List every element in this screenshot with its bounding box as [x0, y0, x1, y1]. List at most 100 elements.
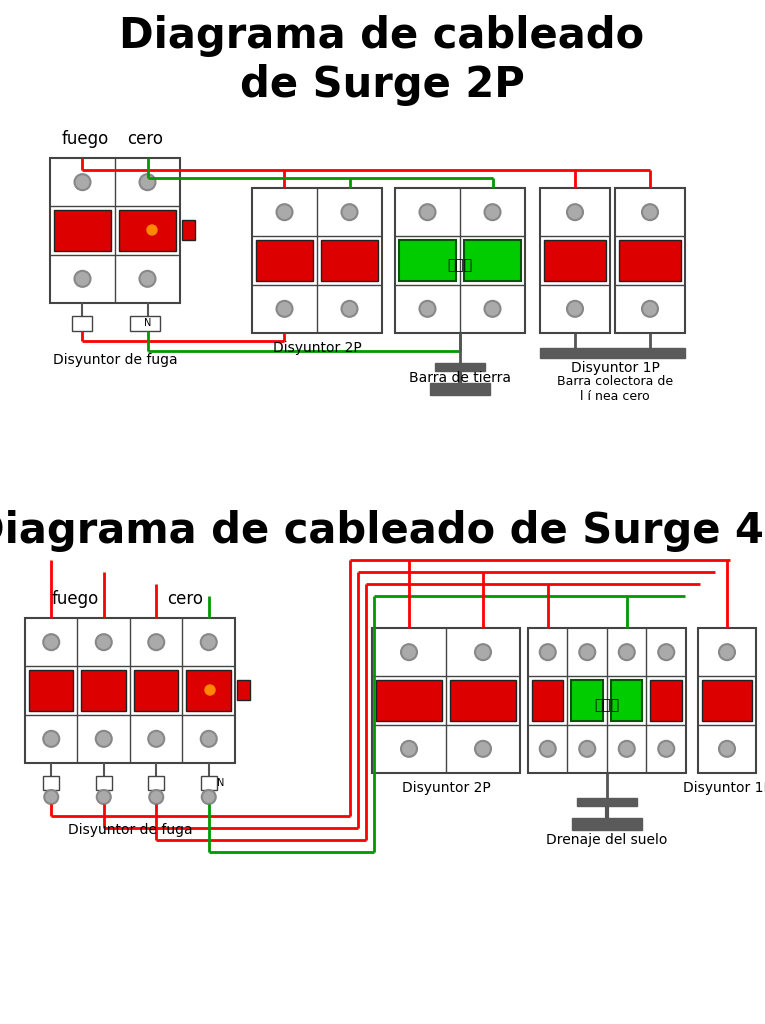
Bar: [540, 348, 685, 358]
Circle shape: [202, 790, 216, 804]
Circle shape: [200, 634, 216, 650]
Circle shape: [96, 634, 112, 650]
Bar: [577, 798, 637, 806]
Circle shape: [484, 301, 500, 316]
Text: fuego: fuego: [51, 590, 99, 608]
Text: Disyuntor 1P: Disyuntor 1P: [682, 781, 765, 795]
Circle shape: [74, 174, 90, 190]
Circle shape: [484, 204, 500, 220]
Text: Disyuntor 2P: Disyuntor 2P: [272, 341, 361, 355]
Circle shape: [44, 790, 58, 804]
Circle shape: [276, 204, 292, 220]
Bar: [571, 680, 603, 721]
Bar: [96, 776, 112, 790]
Bar: [134, 671, 178, 711]
Circle shape: [567, 301, 583, 316]
Bar: [544, 241, 606, 281]
Bar: [119, 210, 176, 251]
Bar: [82, 671, 126, 711]
Circle shape: [658, 644, 674, 660]
Circle shape: [540, 644, 555, 660]
Text: Disyuntor 2P: Disyuntor 2P: [402, 781, 490, 795]
Circle shape: [567, 204, 583, 220]
Text: N: N: [217, 778, 224, 788]
Bar: [252, 188, 382, 333]
Bar: [72, 316, 92, 331]
Circle shape: [148, 731, 164, 746]
Circle shape: [200, 731, 216, 746]
Text: fuego: fuego: [61, 130, 109, 148]
Bar: [702, 680, 752, 721]
Bar: [435, 362, 485, 371]
Bar: [182, 220, 195, 240]
Text: Disyuntor de fuga: Disyuntor de fuga: [53, 353, 177, 367]
Circle shape: [642, 301, 658, 316]
Circle shape: [719, 740, 735, 757]
Text: Diagrama de cableado de Surge 4P: Diagrama de cableado de Surge 4P: [0, 510, 765, 552]
Circle shape: [205, 685, 215, 695]
Bar: [528, 628, 686, 773]
Bar: [395, 188, 525, 333]
Circle shape: [44, 731, 59, 746]
Text: Barra de tierra: Barra de tierra: [409, 371, 511, 385]
Circle shape: [149, 790, 163, 804]
Bar: [376, 680, 442, 721]
Circle shape: [341, 204, 357, 220]
Text: Diagrama de cableado
de Surge 2P: Diagrama de cableado de Surge 2P: [119, 15, 645, 105]
Circle shape: [642, 204, 658, 220]
Bar: [450, 680, 516, 721]
Bar: [44, 776, 59, 790]
Bar: [619, 241, 681, 281]
Bar: [572, 818, 642, 830]
Circle shape: [96, 790, 111, 804]
Bar: [200, 776, 216, 790]
Bar: [464, 241, 521, 281]
Text: 防雷器: 防雷器: [448, 258, 473, 272]
Bar: [430, 383, 490, 395]
Bar: [611, 680, 643, 721]
Circle shape: [475, 644, 491, 660]
Circle shape: [579, 740, 595, 757]
Circle shape: [719, 644, 735, 660]
Bar: [399, 241, 456, 281]
Text: 防雷器: 防雷器: [594, 698, 620, 712]
Bar: [187, 671, 231, 711]
Bar: [698, 628, 756, 773]
Bar: [650, 680, 682, 721]
Bar: [237, 680, 250, 700]
Bar: [372, 628, 520, 773]
Circle shape: [44, 634, 59, 650]
Circle shape: [139, 270, 155, 287]
Circle shape: [658, 740, 674, 757]
Circle shape: [419, 301, 435, 316]
Circle shape: [619, 740, 635, 757]
Text: Barra colectora de
l í nea cero: Barra colectora de l í nea cero: [557, 375, 673, 403]
Bar: [540, 188, 610, 333]
Text: cero: cero: [167, 590, 203, 608]
Circle shape: [147, 225, 157, 234]
Bar: [25, 618, 235, 763]
Circle shape: [148, 634, 164, 650]
Text: Drenaje del suelo: Drenaje del suelo: [546, 833, 668, 847]
Circle shape: [74, 270, 90, 287]
Text: cero: cero: [127, 130, 163, 148]
Bar: [532, 680, 564, 721]
Circle shape: [341, 301, 357, 316]
Circle shape: [139, 174, 155, 190]
Circle shape: [96, 731, 112, 746]
Circle shape: [540, 740, 555, 757]
Circle shape: [276, 301, 292, 316]
Bar: [29, 671, 73, 711]
Bar: [615, 188, 685, 333]
Text: Disyuntor de fuga: Disyuntor de fuga: [67, 823, 192, 837]
Bar: [321, 241, 378, 281]
Bar: [50, 158, 180, 303]
Bar: [256, 241, 313, 281]
Circle shape: [475, 740, 491, 757]
Text: N: N: [145, 318, 151, 328]
Bar: [148, 776, 164, 790]
Circle shape: [579, 644, 595, 660]
Circle shape: [401, 740, 417, 757]
Circle shape: [419, 204, 435, 220]
Bar: [130, 316, 160, 331]
